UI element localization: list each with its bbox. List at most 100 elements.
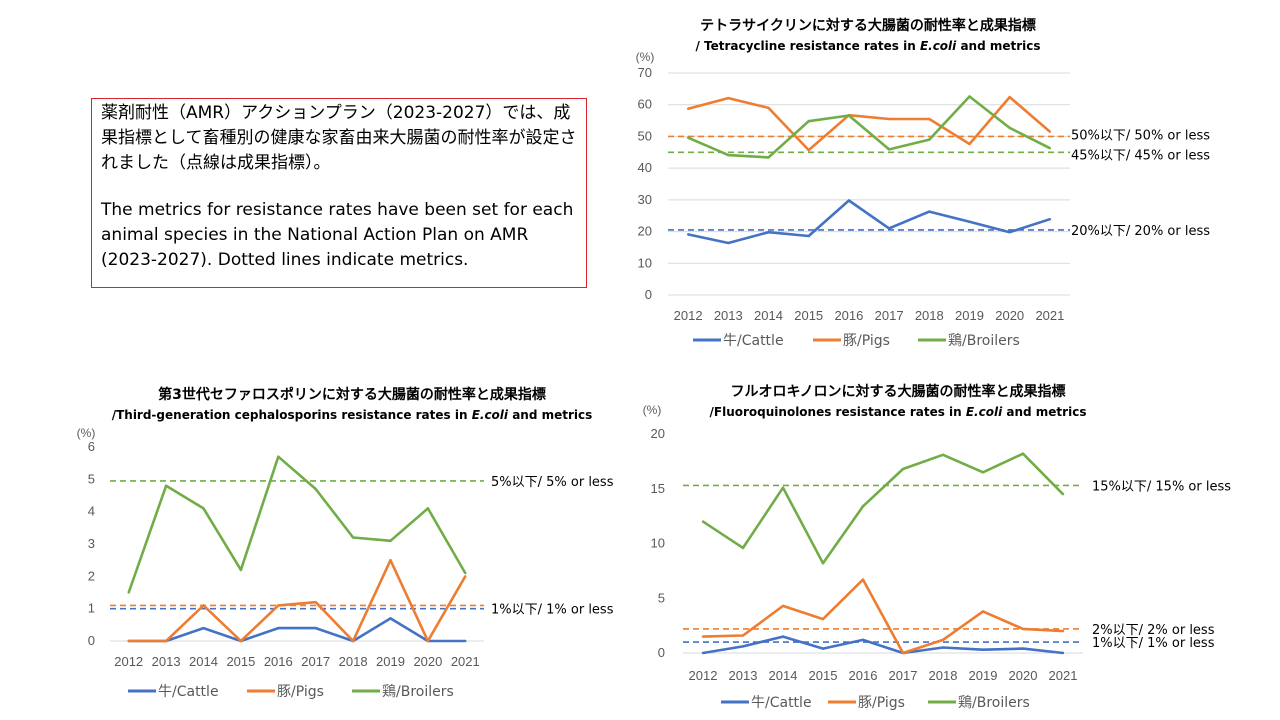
data-point [941,646,945,649]
y-tick-label: 10 [638,255,652,270]
data-point [314,601,317,604]
metric-label: 15%以下/ 15% or less [1092,479,1231,494]
x-tick-label: 2020 [1009,668,1038,683]
plan-note-japanese: 薬剤耐性（AMR）アクションプラン（2023-2027）では、成果指標として畜種… [101,103,577,173]
y-tick-label: 50 [638,128,652,143]
x-tick-label: 2016 [849,668,878,683]
chart-subtitle-italic: E.coli [472,408,509,422]
y-tick-label: 5 [658,590,665,605]
x-tick-label: 2017 [301,654,330,669]
data-point [239,568,243,572]
y-tick-label: 40 [638,160,652,175]
x-tick-label: 2021 [1049,668,1078,683]
x-tick-label: 2018 [929,668,958,683]
y-tick-label: 20 [651,426,665,441]
data-point [1048,218,1052,221]
data-point [277,455,280,458]
data-point [127,591,130,594]
data-point [887,227,891,230]
plan-note-box: 薬剤耐性（AMR）アクションプラン（2023-2027）では、成果指標として畜種… [91,98,587,288]
chart-subtitle-end: and metrics [1002,405,1086,419]
metric-label: 50%以下/ 50% or less [1071,128,1210,143]
data-point [351,639,355,643]
data-point [1048,146,1052,150]
chart-subtitle-text: /Fluoroquinolones resistance rates in [710,405,966,419]
data-point [767,106,770,110]
legend-label: 鶏/Broilers [948,333,1020,349]
legend-label: 豚/Pigs [843,333,890,349]
y-tick-label: 4 [88,504,95,519]
data-point [164,484,168,487]
data-point [928,138,931,141]
data-point [277,626,280,630]
y-tick-label: 3 [88,536,95,551]
data-point [981,471,985,474]
data-point [901,651,905,655]
chart-title: 第3世代セファロスポリンに対する大腸菌の耐性率と成果指標 [158,386,546,403]
x-tick-label: 2012 [689,668,718,683]
y-unit-label: (%) [77,426,96,440]
data-point [164,639,168,643]
data-point [821,647,825,650]
data-point [767,156,770,159]
chart-title: テトラサイクリンに対する大腸菌の耐性率と成果指標 [700,17,1036,34]
x-tick-label: 2013 [729,668,758,683]
data-point [1021,452,1025,455]
data-point [847,199,851,202]
data-point [807,120,810,123]
data-point [1021,627,1025,631]
data-point [941,638,945,642]
x-tick-label: 2014 [754,308,783,323]
chart-fluoroquinolones: フルオロキノロンに対する大腸菌の耐性率と成果指標/Fluoroquinolone… [643,383,1232,711]
data-point [807,234,810,238]
data-point [701,635,705,638]
data-point [202,604,205,607]
data-point [861,578,865,581]
data-point [887,117,891,121]
x-tick-label: 2016 [834,308,863,323]
data-point [1048,130,1052,133]
data-point [928,117,931,121]
series-line [687,95,1051,159]
y-tick-label: 70 [638,65,652,80]
data-point [127,639,130,643]
data-point [1008,231,1011,234]
y-tick-label: 20 [638,224,652,239]
chart-subtitle: / Tetracycline resistance rates in E.col… [695,39,1040,53]
data-point [389,558,392,562]
y-tick-label: 1 [88,601,95,616]
data-point [847,114,851,117]
chart-tetracycline: テトラサイクリンに対する大腸菌の耐性率と成果指標 / Tetracycline r… [636,17,1211,349]
data-point [464,571,467,575]
chart-subtitle: /Third-generation cephalosporins resista… [112,408,593,422]
data-point [727,96,730,100]
data-point [861,638,865,642]
data-point [314,487,317,491]
legend-label: 牛/Cattle [751,695,812,711]
x-tick-label: 2012 [674,308,703,323]
metric-label: 20%以下/ 20% or less [1071,224,1210,239]
data-point [389,617,392,620]
legend-label: 豚/Pigs [858,695,905,711]
chart-subtitle-text: /Third-generation cephalosporins resista… [112,408,472,422]
y-tick-label: 15 [651,481,665,496]
y-unit-label: (%) [636,50,655,64]
legend-label: 牛/Cattle [723,333,784,349]
series-line [128,558,467,643]
data-point [1021,647,1025,650]
data-point [464,575,467,578]
metric-label: 45%以下/ 45% or less [1071,148,1210,163]
x-tick-label: 2016 [264,654,293,669]
data-point [968,220,971,223]
data-point [701,520,705,523]
data-point [351,536,355,539]
data-point [202,626,205,630]
data-point [727,153,730,157]
x-tick-label: 2019 [376,654,405,669]
data-point [887,148,891,151]
data-point [426,507,430,510]
series-line [128,617,466,643]
chart-subtitle-italic: E.coli [966,405,1003,419]
x-tick-label: 2019 [969,668,998,683]
legend-label: 牛/Cattle [158,684,219,700]
